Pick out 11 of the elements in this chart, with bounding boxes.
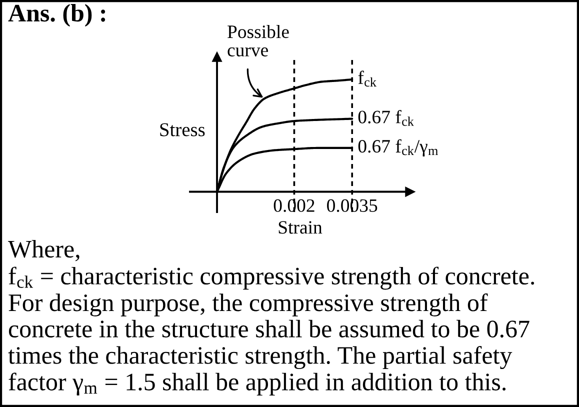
series-label: 0.67 f$_{ck}$ [358,110,414,126]
text: Where, [8,240,80,262]
chart-title: Ans. (b) : [8,4,106,27]
series-label: f$_{ck}$ [358,70,376,87]
text: For design purpose, the compressive strength of concrete in the structure shall be assumed to be 0.67 times the characteristic strength. The partial safety factor γ$_{m}$ = 1.5 shall be applied in addition to this. [8,293,530,396]
annotation: Possible curve [228,24,289,56]
text: f$_{ck}$ = characteristic compressive strength of concrete. [8,266,534,290]
x-tick-label: 0.0035 [327,199,378,212]
x-axis-title: Strain [278,221,322,234]
y-axis-title: Stress [160,123,205,136]
series-label: 0.67 f$_{ck}$/γ$_{m}$ [358,139,438,156]
